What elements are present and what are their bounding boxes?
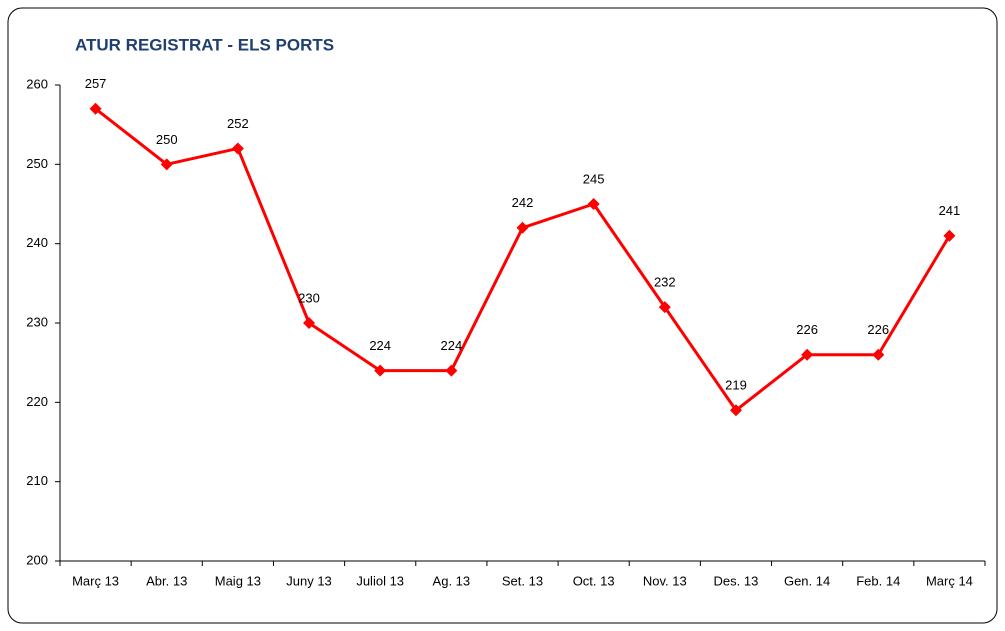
marker (516, 221, 529, 234)
marker (872, 348, 885, 361)
marker (89, 102, 102, 115)
data-label: 250 (156, 132, 178, 147)
x-tick-label: Gen. 14 (784, 573, 830, 588)
y-tick-label: 260 (26, 76, 48, 91)
x-tick-label: Nov. 13 (643, 573, 687, 588)
x-tick-label: Ag. 13 (433, 573, 471, 588)
data-label: 242 (512, 195, 534, 210)
data-label: 224 (440, 338, 462, 353)
marker (445, 364, 458, 377)
data-label: 241 (939, 203, 961, 218)
marker (658, 301, 671, 314)
y-tick-label: 220 (26, 394, 48, 409)
x-tick-label: Maig 13 (215, 573, 261, 588)
marker (160, 158, 173, 171)
marker (801, 348, 814, 361)
marker (231, 142, 244, 155)
y-tick-label: 230 (26, 314, 48, 329)
data-label: 230 (298, 290, 320, 305)
chart-title: ATUR REGISTRAT - ELS PORTS (75, 35, 334, 54)
x-tick-label: Març 14 (926, 573, 973, 588)
marker (729, 404, 742, 417)
data-label: 224 (369, 338, 391, 353)
x-tick-label: Feb. 14 (856, 573, 900, 588)
y-tick-label: 210 (26, 473, 48, 488)
x-tick-label: Març 13 (72, 573, 119, 588)
x-tick-label: Set. 13 (502, 573, 543, 588)
x-tick-label: Juliol 13 (356, 573, 404, 588)
y-tick-label: 250 (26, 156, 48, 171)
data-label: 226 (796, 322, 818, 337)
x-tick-label: Abr. 13 (146, 573, 187, 588)
x-tick-label: Oct. 13 (573, 573, 615, 588)
marker (303, 317, 316, 329)
marker (943, 229, 956, 242)
y-tick-label: 240 (26, 235, 48, 250)
data-label: 226 (867, 322, 889, 337)
marker (374, 364, 387, 377)
x-tick-label: Des. 13 (714, 573, 759, 588)
data-label: 245 (583, 171, 605, 186)
x-tick-label: Juny 13 (286, 573, 332, 588)
data-label: 257 (85, 76, 107, 91)
chart-frame (7, 7, 998, 624)
data-label: 252 (227, 116, 249, 131)
data-label: 219 (725, 378, 747, 393)
y-tick-label: 200 (26, 552, 48, 567)
marker (587, 198, 600, 210)
data-label: 232 (654, 275, 676, 290)
